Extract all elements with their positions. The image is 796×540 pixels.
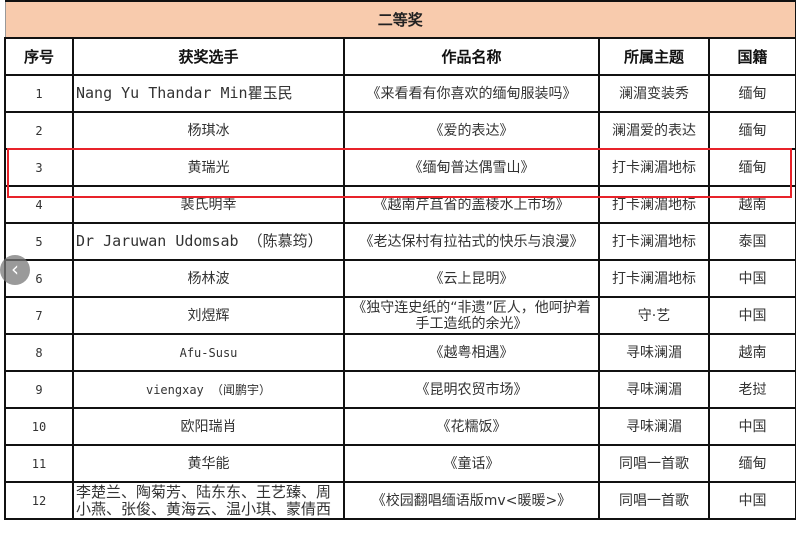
cell-no: 4 (4, 185, 74, 224)
cell-country: 缅甸 (707, 111, 796, 150)
cell-theme: 寻味澜湄 (598, 407, 710, 446)
table-row: 4 裴氏明幸 《越南芹苴省的盖棱水上市场》 打卡澜湄地标 越南 (4, 185, 796, 224)
cell-no: 2 (4, 111, 74, 150)
cell-country: 越南 (707, 333, 796, 372)
cell-winner: Afu-Susu (72, 333, 345, 372)
cell-country: 缅甸 (707, 444, 796, 483)
cell-no: 8 (4, 333, 74, 372)
table-row: 10 欧阳瑞肖 《花糯饭》 寻味澜湄 中国 (4, 407, 796, 446)
header-winner: 获奖选手 (72, 37, 345, 76)
table-row: 8 Afu-Susu 《越粤相遇》 寻味澜湄 越南 (4, 333, 796, 372)
cell-winner: 裴氏明幸 (72, 185, 345, 224)
cell-work: 《越粤相遇》 (343, 333, 600, 372)
cell-theme: 同唱一首歌 (598, 444, 710, 483)
cell-work: 《越南芹苴省的盖棱水上市场》 (343, 185, 600, 224)
table-title: 二等奖 (4, 0, 796, 39)
cell-winner: 李楚兰、陶菊芳、陆东东、王艺臻、周小燕、张俊、黄海云、温小琪、蒙倩西 (72, 481, 345, 520)
cell-work: 《校园翻唱缅语版mv<暖暖>》 (343, 481, 600, 520)
cell-no: 7 (4, 296, 74, 335)
cell-no: 9 (4, 370, 74, 409)
cell-no: 3 (4, 148, 74, 187)
table-row: 11 黄华能 《童话》 同唱一首歌 缅甸 (4, 444, 796, 483)
cell-winner: 黄瑞光 (72, 148, 345, 187)
cell-theme: 守·艺 (598, 296, 710, 335)
cell-country: 缅甸 (707, 74, 796, 113)
cell-theme: 打卡澜湄地标 (598, 259, 710, 298)
cell-work: 《爱的表达》 (343, 111, 600, 150)
cell-work: 《童话》 (343, 444, 600, 483)
cell-no: 1 (4, 74, 74, 113)
table-row: 3 黄瑞光 《缅甸普达偶雪山》 打卡澜湄地标 缅甸 (4, 148, 796, 187)
cell-country: 越南 (707, 185, 796, 224)
cell-work: 《花糯饭》 (343, 407, 600, 446)
award-table: 二等奖 序号 获奖选手 作品名称 所属主题 国籍 1 Nang Yu Thanda… (4, 0, 796, 520)
header-country: 国籍 (707, 37, 796, 76)
cell-theme: 打卡澜湄地标 (598, 222, 710, 261)
cell-winner: 杨琪冰 (72, 111, 345, 150)
cell-no: 5 (4, 222, 74, 261)
table-row: 12 李楚兰、陶菊芳、陆东东、王艺臻、周小燕、张俊、黄海云、温小琪、蒙倩西 《校园翻… (4, 481, 796, 520)
cell-work: 《缅甸普达偶雪山》 (343, 148, 600, 187)
cell-country: 中国 (707, 296, 796, 335)
cell-country: 泰国 (707, 222, 796, 261)
cell-no: 11 (4, 444, 74, 483)
cell-country: 中国 (707, 259, 796, 298)
table-row: 5 Dr Jaruwan Udomsab （陈慕筠） 《老达保村有拉祜式的快乐与浪漫… (4, 222, 796, 261)
cell-work: 《独守连史纸的“非遗”匠人，他呵护着手工造纸的余光》 (343, 296, 600, 335)
cell-no: 12 (4, 481, 74, 520)
cell-theme: 打卡澜湄地标 (598, 148, 710, 187)
table-row: 9 viengxay （闻鹏宇） 《昆明农贸市场》 寻味澜湄 老挝 (4, 370, 796, 409)
cell-winner: 欧阳瑞肖 (72, 407, 345, 446)
table-row: 2 杨琪冰 《爱的表达》 澜湄爱的表达 缅甸 (4, 111, 796, 150)
chevron-left-icon: ‹ (11, 257, 19, 281)
cell-winner: 黄华能 (72, 444, 345, 483)
cell-work: 《昆明农贸市场》 (343, 370, 600, 409)
cell-country: 中国 (707, 481, 796, 520)
cell-theme: 寻味澜湄 (598, 333, 710, 372)
cell-country: 缅甸 (707, 148, 796, 187)
cell-country: 老挝 (707, 370, 796, 409)
cell-theme: 澜湄爱的表达 (598, 111, 710, 150)
header-no: 序号 (4, 37, 74, 76)
cell-work: 《云上昆明》 (343, 259, 600, 298)
cell-winner: Nang Yu Thandar Min瞿玉民 (72, 74, 345, 113)
table-row: 6 杨林波 《云上昆明》 打卡澜湄地标 中国 (4, 259, 796, 298)
cell-winner: 杨林波 (72, 259, 345, 298)
cell-theme: 澜湄变装秀 (598, 74, 710, 113)
cell-winner: viengxay （闻鹏宇） (72, 370, 345, 409)
cell-work: 《来看看有你喜欢的缅甸服装吗》 (343, 74, 600, 113)
cell-winner: 刘煜辉 (72, 296, 345, 335)
table-row: 1 Nang Yu Thandar Min瞿玉民 《来看看有你喜欢的缅甸服装吗》 澜湄… (4, 74, 796, 113)
cell-theme: 寻味澜湄 (598, 370, 710, 409)
header-theme: 所属主题 (598, 37, 710, 76)
prev-button[interactable]: ‹ (0, 255, 30, 285)
cell-winner: Dr Jaruwan Udomsab （陈慕筠） (72, 222, 345, 261)
cell-theme: 打卡澜湄地标 (598, 185, 710, 224)
table-row: 7 刘煜辉 《独守连史纸的“非遗”匠人，他呵护着手工造纸的余光》 守·艺 中国 (4, 296, 796, 335)
cell-no: 10 (4, 407, 74, 446)
cell-country: 中国 (707, 407, 796, 446)
cell-work: 《老达保村有拉祜式的快乐与浪漫》 (343, 222, 600, 261)
cell-theme: 同唱一首歌 (598, 481, 710, 520)
header-work: 作品名称 (343, 37, 600, 76)
